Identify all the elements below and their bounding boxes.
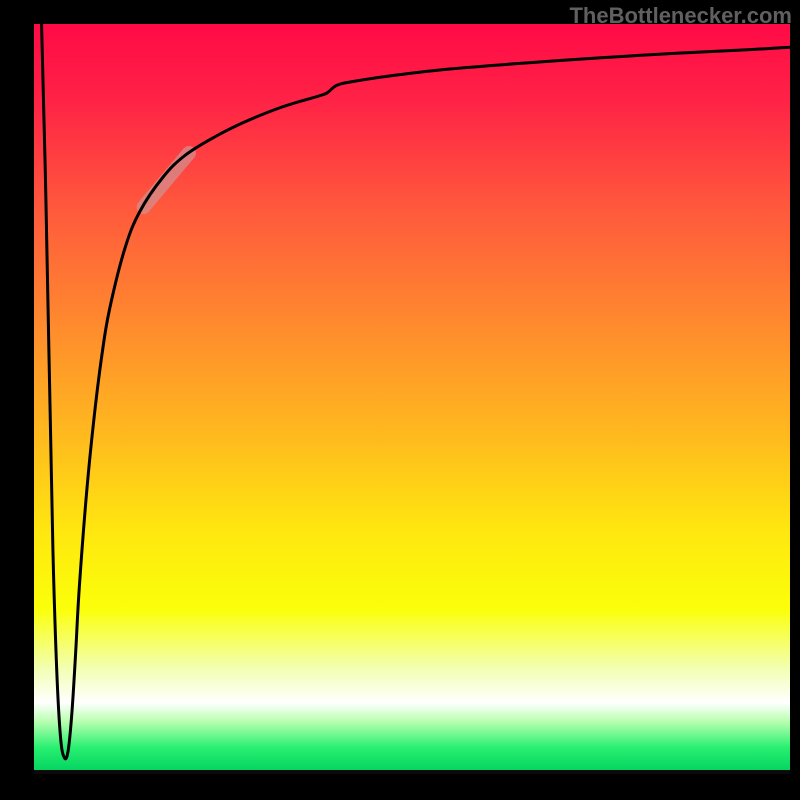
watermark-label: TheBottlenecker.com: [569, 3, 792, 29]
plot-area: [34, 24, 790, 774]
chart-background: [34, 24, 790, 774]
chart-svg: [34, 24, 790, 774]
chart-container: TheBottlenecker.com: [0, 0, 800, 800]
